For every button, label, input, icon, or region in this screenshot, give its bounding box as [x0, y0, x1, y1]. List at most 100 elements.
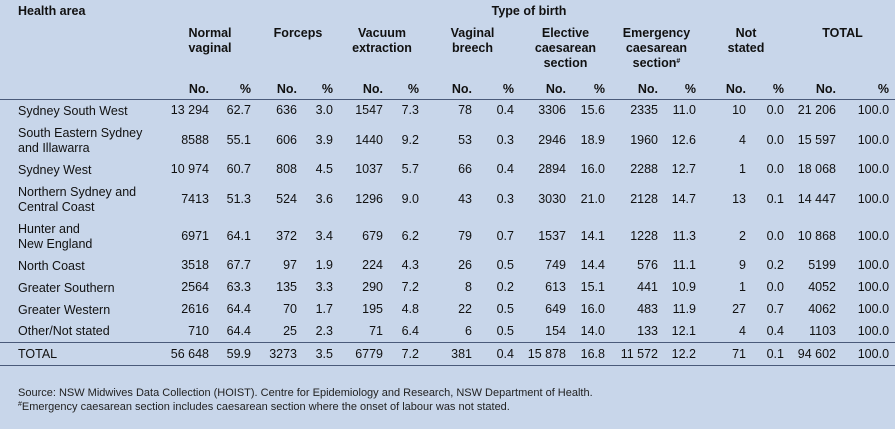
count-cell: 441	[637, 280, 658, 294]
count-cell: 15 597	[797, 132, 836, 147]
count-cell: 3306	[538, 103, 566, 118]
health-area-cell: TOTAL	[0, 342, 163, 366]
percent-cell: 21.0	[580, 191, 605, 206]
percent-cell: 0.2	[766, 258, 784, 272]
column-group-header-line: breech	[452, 41, 493, 55]
percent-cell: 0.5	[496, 302, 514, 316]
count-cell: 808	[276, 162, 297, 176]
percent-cell: 3.6	[315, 191, 333, 206]
count-cell: 43	[458, 191, 472, 206]
percent-cell: 55.1	[226, 132, 251, 147]
percent-cell: 12.2	[664, 342, 702, 366]
count-cell: 18 068	[797, 162, 836, 176]
column-group-header-line: Normal	[188, 26, 232, 40]
column-group-header: Emergency caesarean section#	[611, 22, 702, 78]
count-cell: 4062	[808, 302, 836, 316]
percent-cell: 60.7	[226, 162, 251, 176]
count-cell: 22	[458, 302, 472, 316]
count-cell: 27	[732, 302, 746, 316]
health-area-label: New England	[18, 236, 93, 251]
count-cell: 79	[458, 228, 472, 243]
percent-cell: 15.6	[580, 103, 605, 118]
count-cell: 3518	[181, 258, 209, 272]
count-cell: 1440	[355, 132, 383, 147]
count-cell: 135	[276, 280, 297, 294]
number-header: No.	[339, 78, 389, 100]
count-cell: 2335	[630, 103, 658, 118]
column-group-header-line: caesarean	[625, 41, 688, 55]
percent-cell: 6.4	[401, 323, 419, 338]
health-area-header: Health area	[18, 4, 86, 18]
health-area-label: Central Coast	[18, 199, 95, 214]
column-group-header-line: vaginal	[188, 41, 232, 55]
total-row: TOTAL 56 648 59.9 3273 3.5 6779 7.2 381 0.4 15 87…	[0, 342, 895, 366]
percent-cell: 64.1	[226, 228, 251, 243]
health-area-label: South Eastern Sydney	[18, 125, 143, 140]
percent-cell: 100.0	[857, 132, 890, 147]
percent-cell: 3.9	[315, 132, 333, 147]
count-cell: 1547	[355, 103, 383, 118]
count-cell: 576	[637, 258, 658, 272]
health-area-label: Sydney West	[18, 162, 92, 177]
percent-cell: 16.0	[580, 162, 605, 176]
table-row: Greater Western 2616 64.4 70 1.7 195 4.8 22 0.5 6…	[0, 299, 895, 321]
count-cell: 8	[465, 280, 472, 294]
percent-cell: 0.7	[766, 302, 784, 316]
count-cell: 70	[283, 302, 297, 316]
percent-cell: 3.4	[315, 228, 333, 243]
count-cell: 2128	[630, 191, 658, 206]
percent-cell: 51.3	[226, 191, 251, 206]
count-cell: 25	[283, 323, 297, 338]
count-cell: 224	[362, 258, 383, 272]
count-cell: 97	[283, 258, 297, 272]
count-cell: 749	[545, 258, 566, 272]
percent-cell: 4.5	[315, 162, 333, 176]
count-cell: 66	[458, 162, 472, 176]
percent-header: %	[389, 78, 425, 100]
percent-cell: 9.0	[401, 191, 419, 206]
percent-cell: 7.3	[401, 103, 419, 118]
percent-header: %	[303, 78, 339, 100]
column-group-header-line: Not	[735, 26, 757, 40]
count-cell: 10 974	[170, 162, 209, 176]
percent-cell: 14.0	[580, 323, 605, 338]
health-area-cell: Sydney West	[0, 159, 163, 181]
count-cell: 195	[362, 302, 383, 316]
footnote: #Emergency caesarean section includes ca…	[18, 400, 593, 414]
percent-header: %	[664, 78, 702, 100]
count-cell: 7413	[181, 191, 209, 206]
count-cell: 483	[637, 302, 658, 316]
health-area-cell: Greater Southern	[0, 277, 163, 299]
column-group-header-line: caesarean	[534, 41, 597, 55]
percent-cell: 0.0	[766, 228, 784, 243]
percent-cell: 0.5	[496, 258, 514, 272]
percent-cell: 11.3	[672, 228, 696, 243]
count-cell: 26	[458, 258, 472, 272]
count-cell: 53	[458, 132, 472, 147]
percent-cell: 100.0	[857, 228, 890, 243]
count-cell: 4052	[808, 280, 836, 294]
count-cell: 14 447	[797, 191, 836, 206]
table-footer: Source: NSW Midwives Data Collection (HO…	[18, 386, 593, 414]
table-row: Hunter and New England 6971 64.1 372 3.4 679 6.…	[0, 218, 895, 255]
count-cell: 1037	[355, 162, 383, 176]
percent-cell: 100.0	[857, 191, 890, 206]
health-area-cell: Greater Western	[0, 299, 163, 321]
count-cell: 10 868	[797, 228, 836, 243]
count-cell: 94 602	[790, 342, 842, 366]
percent-cell: 15.1	[580, 280, 605, 294]
percent-cell: 7.2	[389, 342, 425, 366]
table-row: Greater Southern 2564 63.3 135 3.3 290 7.2 8 0.2…	[0, 277, 895, 299]
count-cell: 1296	[355, 191, 383, 206]
count-cell: 381	[425, 342, 478, 366]
health-area-cell: Northern Sydney and Central Coast	[0, 181, 163, 218]
table-row: Sydney South West 13 294 62.7 636 3.0 1547 7.3…	[0, 100, 895, 122]
percent-cell: 11.1	[672, 258, 696, 272]
table-row: Sydney West 10 974 60.7 808 4.5 1037 5.7 66 0.4 2…	[0, 159, 895, 181]
count-cell: 6	[465, 323, 472, 338]
count-cell: 9	[739, 258, 746, 272]
percent-cell: 63.3	[226, 280, 251, 294]
percent-cell: 0.5	[496, 323, 514, 338]
count-cell: 2	[739, 228, 746, 243]
number-header: No.	[611, 78, 664, 100]
